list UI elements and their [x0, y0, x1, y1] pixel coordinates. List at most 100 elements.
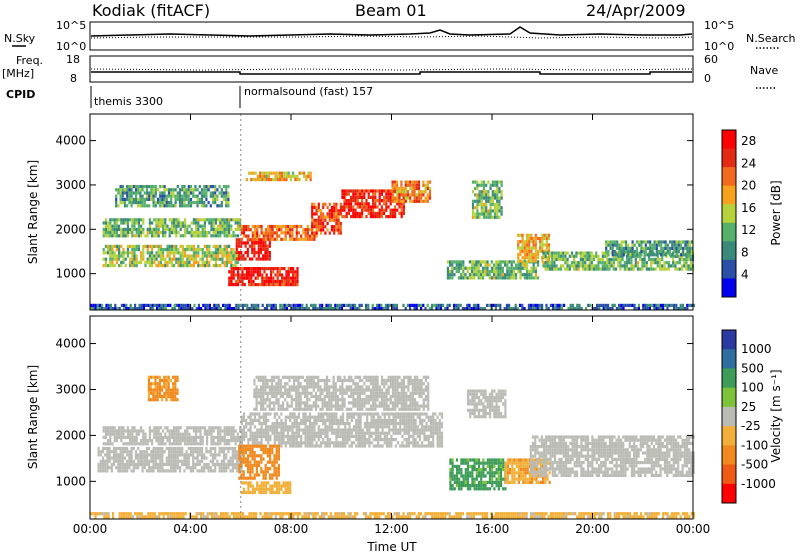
- power-cell: [500, 209, 503, 213]
- velocity-cell: [306, 407, 309, 411]
- power-cell: [532, 256, 535, 260]
- power-cell: [453, 273, 456, 277]
- power-cell: [361, 189, 364, 193]
- power-cell: [424, 199, 427, 203]
- velocity-cell: [184, 429, 187, 433]
- power-cell: [139, 204, 142, 208]
- power-cell: [293, 237, 296, 241]
- power-cell: [322, 215, 325, 219]
- power-cell: [671, 243, 674, 247]
- power-cell: [131, 307, 134, 311]
- power-cell: [303, 307, 306, 311]
- power-cell: [134, 185, 138, 189]
- velocity-cell: [190, 442, 193, 446]
- power-cell: [159, 254, 162, 258]
- power-cell: [188, 254, 191, 258]
- power-cell: [415, 307, 418, 311]
- power-cell: [404, 180, 407, 184]
- velocity-cell: [310, 391, 313, 395]
- power-cell: [686, 246, 689, 250]
- power-cell: [235, 307, 238, 311]
- power-cell: [263, 267, 266, 271]
- velocity-cell: [165, 456, 168, 460]
- power-cell: [424, 307, 427, 311]
- power-cell: [161, 194, 164, 198]
- power-cell: [619, 264, 622, 268]
- power-cell: [162, 221, 165, 225]
- power-cell: [190, 244, 193, 248]
- velocity-cell: [214, 446, 217, 451]
- velocity-cell: [291, 428, 294, 432]
- power-cell: [281, 174, 284, 178]
- velocity-cell: [317, 378, 320, 383]
- power-cell: [519, 233, 522, 237]
- velocity-cell: [306, 425, 309, 429]
- power-cell: [592, 257, 596, 262]
- power-cell: [478, 190, 481, 194]
- velocity-cell: [303, 401, 307, 405]
- power-cell: [515, 276, 518, 280]
- power-cell: [243, 267, 246, 271]
- velocity-cell: [164, 442, 167, 446]
- power-cell: [534, 256, 537, 260]
- power-cell: [541, 259, 544, 263]
- power-cell: [349, 307, 352, 311]
- power-cell: [115, 224, 118, 228]
- velocity-cell: [170, 435, 173, 439]
- velocity-cell: [291, 422, 294, 426]
- velocity-cell: [159, 426, 162, 430]
- power-cell: [213, 307, 216, 311]
- power-cell: [504, 276, 507, 280]
- velocity-cell: [178, 459, 182, 463]
- velocity-cell: [104, 442, 107, 446]
- power-cell: [306, 234, 309, 238]
- velocity-cell: [141, 469, 144, 473]
- velocity-cell: [242, 428, 246, 432]
- power-cell: [184, 221, 187, 225]
- power-cell: [153, 260, 156, 264]
- power-cell: [263, 283, 266, 287]
- power-cell: [223, 224, 226, 228]
- power-cell: [506, 266, 509, 270]
- power-cell: [428, 186, 432, 191]
- velocity-cell: [176, 466, 179, 470]
- power-cell: [219, 248, 222, 252]
- velocity-cell: [325, 401, 329, 405]
- power-cell: [266, 307, 269, 311]
- velocity-cell: [357, 415, 360, 419]
- power-cell: [118, 254, 121, 258]
- velocity-cell: [429, 418, 433, 422]
- power-cell: [122, 248, 125, 252]
- power-cell: [639, 257, 642, 262]
- power-cell: [119, 191, 122, 195]
- power-cell: [172, 188, 175, 192]
- velocity-cell: [121, 450, 124, 454]
- power-cell: [283, 307, 286, 311]
- power-cell: [356, 307, 359, 311]
- power-cell: [491, 190, 494, 194]
- velocity-cell: [153, 426, 156, 430]
- velocity-cell: [370, 422, 373, 426]
- velocity-cell: [328, 418, 331, 422]
- velocity-cell: [323, 394, 326, 399]
- power-cell: [394, 205, 397, 209]
- velocity-cell: [377, 438, 380, 442]
- power-cell: [122, 257, 125, 261]
- velocity-cell: [130, 453, 133, 457]
- power-cell: [551, 254, 554, 258]
- power-cell: [685, 264, 688, 268]
- power-cell: [170, 204, 173, 208]
- velocity-cell: [392, 422, 395, 426]
- velocity-cell: [300, 434, 303, 438]
- power-cell: [474, 180, 477, 184]
- power-cell: [319, 209, 323, 213]
- velocity-cell: [192, 446, 195, 451]
- velocity-cell: [308, 438, 312, 442]
- power-cell: [378, 307, 381, 311]
- power-cell: [500, 183, 503, 187]
- power-cell: [479, 276, 482, 280]
- power-cell: [608, 257, 611, 262]
- power-cell: [636, 264, 640, 268]
- power-cell: [203, 194, 206, 198]
- power-cell: [300, 237, 303, 241]
